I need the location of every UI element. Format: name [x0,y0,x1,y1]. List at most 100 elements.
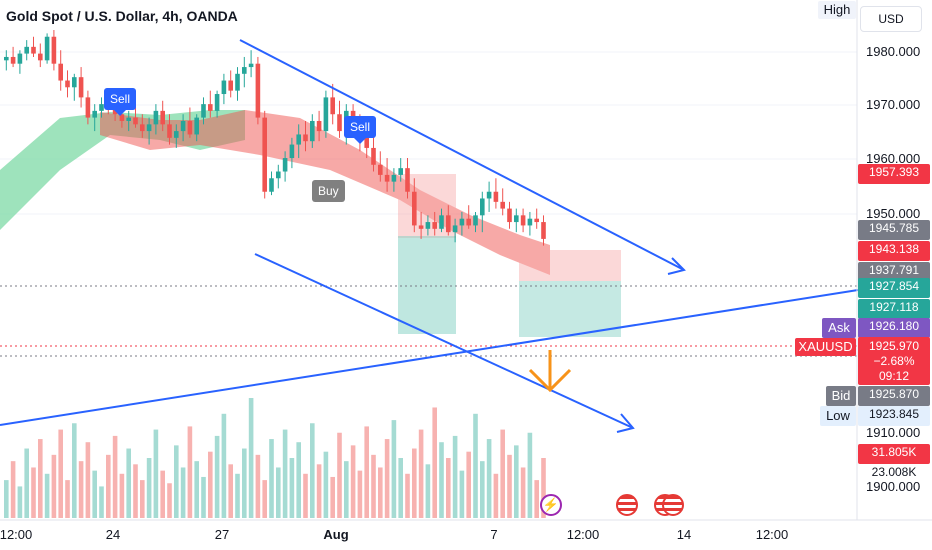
x-tick: 27 [214,527,230,542]
volume-bar [44,473,50,518]
volume-tag: 31.805K [858,444,930,464]
candle-body [78,77,84,98]
volume-bar [480,461,485,518]
trendline-lower [254,253,634,429]
currency-button[interactable]: USD [860,6,922,32]
volume-bar [58,429,63,518]
volume-bar [310,423,315,518]
volume-bar [242,448,247,518]
volume-bar [167,483,172,518]
candle-body [38,53,43,61]
volume-bar [17,486,23,518]
candle-body [194,117,199,135]
lightning-icon[interactable]: ⚡ [540,494,562,516]
us-flag-event-icon[interactable] [662,494,684,516]
volume-bar [262,480,267,518]
volume-bar [248,398,254,518]
volume-bar [534,480,539,518]
zone-green-2 [519,281,621,337]
volume-bar [486,439,492,518]
candle-body [466,218,471,226]
candle-body [432,222,437,229]
volume-bar [255,454,261,518]
candle-body [316,120,322,132]
candle-body [514,215,519,223]
y-tick: 1900.000 [866,479,921,494]
candle-body [364,137,369,148]
volume-ma-tag: 23.008K [871,465,917,479]
price-tag: 1927.854 [858,278,930,298]
candle-body [378,164,383,175]
candle-body [133,117,138,125]
candles [4,30,546,246]
candle-body [418,225,424,229]
volume-bar [412,448,417,518]
candle-body [248,63,254,68]
volume-bar [344,461,349,518]
volume-bar [133,464,138,518]
volume-bar [364,426,369,518]
volume-bar [439,442,444,518]
volume-bar [140,480,145,518]
candle-body [146,124,152,132]
candle-body [323,97,329,132]
us-flag-event-icon[interactable] [616,494,638,516]
candle-body [4,56,9,61]
candle-body [31,46,36,54]
price-tag: 1937.791 [858,262,930,282]
volume-bar [194,461,199,518]
candle-body [486,191,492,199]
candle-body [282,158,288,172]
candle-body [208,104,213,111]
volume-bar [337,432,342,518]
volume-bar [466,451,471,518]
candle-body [17,53,23,64]
volume-bar [221,413,227,518]
price-tag: 1943.138 [858,241,930,261]
volume-bar [303,473,308,518]
volume-bar [146,458,152,518]
bid-price: 1925.870 [858,386,930,406]
candle-body [371,147,376,165]
volume-bar [153,429,159,518]
chart-title: Gold Spot / U.S. Dollar, 4h, OANDA [6,8,238,24]
candle-body [493,191,499,202]
ask-label: Ask [822,318,856,338]
volume-bar [214,435,220,518]
candle-body [262,117,267,192]
low-price: 1923.845 [858,406,930,426]
candle-body [44,36,50,61]
volume-bar [92,470,97,518]
candle-body [527,218,533,226]
x-tick: 12:00 [566,527,600,542]
candle-body [303,134,308,142]
candle-body [391,174,397,182]
volume-bar [4,480,9,518]
price-tag: 1945.785 [858,220,930,240]
x-tick: 12:00 [0,527,33,542]
zone-red-2 [519,250,621,281]
volume-bar [418,429,424,518]
volume-bar [296,442,301,518]
candle-body [119,114,125,121]
volume-bar [514,445,519,518]
volume-bar [235,473,240,518]
candle-body [398,168,403,175]
sell-signal[interactable]: Sell [104,88,137,116]
candle-body [405,168,410,192]
sell-signal[interactable]: Sell [344,116,377,144]
x-tick: 24 [105,527,121,542]
volume-bar [384,439,390,518]
candle-body [187,120,193,135]
y-tick: 1950.000 [866,206,921,221]
x-tick: 14 [676,527,692,542]
y-tick: 1960.000 [866,151,921,166]
candle-body [126,117,131,121]
buy-signal[interactable]: Buy [312,180,345,202]
candle-body [330,97,335,115]
zone-green-1 [398,236,456,334]
bar-countdown: 09:12 [878,369,910,383]
volume-bar [391,420,397,518]
volume-bar [398,458,403,518]
